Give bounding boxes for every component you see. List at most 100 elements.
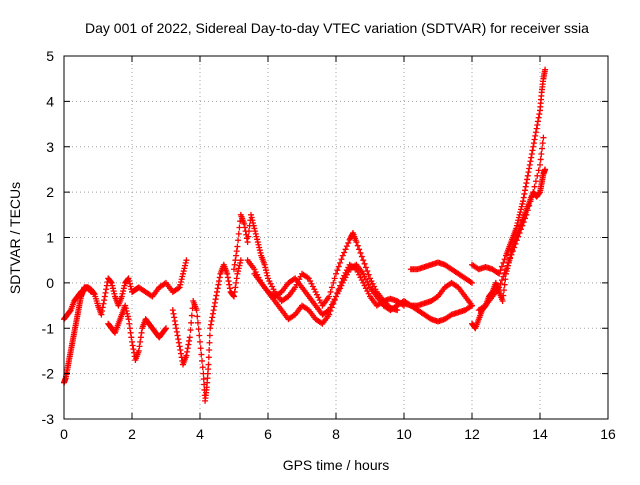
data-point-track-l [524, 207, 531, 214]
data-point-track-k [532, 129, 539, 136]
data-point-track-k [523, 180, 530, 187]
data-point-track-k [520, 198, 526, 205]
data-point-track-k [534, 118, 541, 125]
data-point-track-d [225, 278, 232, 285]
data-point-track-d [214, 288, 220, 295]
data-point-track-a [107, 278, 114, 285]
data-point-track-e [253, 233, 260, 240]
data-point-track-c [122, 302, 129, 309]
data-point-track-e [264, 272, 271, 279]
data-point-track-l [520, 219, 527, 226]
data-point-track-e [342, 246, 349, 253]
data-point-track-d [216, 274, 223, 281]
data-point-track-k [517, 206, 524, 213]
data-point-track-c [124, 313, 131, 320]
data-point-track-c [122, 305, 129, 312]
data-point-track-e [345, 239, 352, 246]
data-point-track-l [539, 145, 546, 152]
data-point-track-e [341, 249, 348, 256]
chart-title: Day 001 of 2022, Sidereal Day-to-day VTE… [85, 20, 589, 36]
data-point-track-d [193, 307, 200, 314]
data-point-track-d [209, 314, 216, 321]
data-point-track-e [231, 266, 237, 273]
data-point-track-a [177, 281, 184, 288]
data-point-track-e [236, 224, 243, 231]
data-point-track-k [528, 151, 535, 158]
data-point-track-a [120, 285, 127, 292]
data-point-track-a [180, 270, 186, 277]
data-point-track-a [102, 289, 109, 296]
data-point-track-l [537, 156, 544, 163]
data-point-track-c [128, 334, 135, 341]
data-point-track-d [207, 325, 214, 332]
data-point-track-d [213, 292, 220, 299]
y-tick-label: 4 [46, 93, 54, 109]
data-point-track-l [539, 140, 546, 147]
data-point-track-d [200, 376, 207, 383]
data-point-track-l [505, 259, 512, 266]
data-point-track-e [354, 242, 361, 249]
data-point-track-l [503, 266, 509, 273]
data-point-track-k [501, 256, 508, 263]
data-point-track-a [98, 311, 105, 318]
data-point-track-e [250, 222, 257, 229]
data-point-track-c [129, 342, 136, 349]
data-point-track-e [256, 244, 263, 251]
data-point-track-c [163, 325, 169, 332]
data-point-track-c [137, 338, 144, 345]
data-point-track-d [224, 270, 231, 277]
data-point-track-j [501, 281, 508, 288]
data-point-track-a [126, 278, 133, 285]
data-point-track-c [135, 347, 142, 354]
data-point-track-e [333, 270, 339, 277]
y-tick-label: -2 [42, 366, 55, 382]
data-point-track-e [252, 230, 259, 237]
data-point-track-k [524, 176, 531, 183]
data-point-track-e [261, 261, 268, 268]
data-point-track-d [201, 381, 208, 388]
data-point-track-l [531, 183, 538, 190]
data-point-track-e [360, 257, 367, 264]
data-point-track-d [233, 275, 240, 282]
data-point-track-e [358, 253, 365, 260]
data-point-track-d [211, 299, 218, 306]
data-point-track-e [339, 252, 346, 259]
data-point-track-k [514, 219, 521, 226]
data-point-track-d [173, 325, 180, 332]
data-point-track-l [513, 237, 520, 244]
data-point-track-k [522, 187, 529, 194]
data-point-track-k [522, 183, 529, 190]
data-point-track-d [188, 312, 195, 319]
data-point-track-d [215, 281, 222, 288]
data-point-track-a [109, 285, 116, 292]
data-point-track-a [126, 280, 133, 287]
data-point-track-l [526, 202, 533, 209]
data-point-track-k [518, 203, 525, 210]
data-point-track-l [509, 248, 516, 255]
data-point-track-c [129, 338, 135, 345]
data-point-track-d [208, 317, 215, 324]
data-point-track-a [180, 268, 187, 275]
y-tick-label: -1 [42, 320, 55, 336]
data-point-track-l [528, 193, 535, 200]
data-point-track-d [173, 328, 180, 335]
data-point-track-d [211, 303, 218, 310]
data-point-track-d [172, 321, 179, 328]
data-point-track-d [185, 341, 192, 348]
data-point-track-d [174, 332, 181, 339]
data-point-track-d [186, 334, 193, 341]
data-point-track-a [120, 288, 127, 295]
data-point-track-l [517, 226, 524, 233]
data-point-track-e [241, 220, 248, 227]
data-point-track-d [226, 281, 233, 288]
data-point-track-l [523, 211, 530, 218]
data-point-track-e [256, 247, 263, 254]
data-point-track-d [234, 270, 241, 277]
data-point-track-e [328, 284, 335, 291]
data-point-track-a [125, 275, 132, 282]
data-point-track-c [137, 334, 144, 341]
x-tick-label: 14 [532, 426, 548, 442]
data-point-track-k [535, 114, 542, 121]
data-point-track-k [498, 263, 505, 270]
